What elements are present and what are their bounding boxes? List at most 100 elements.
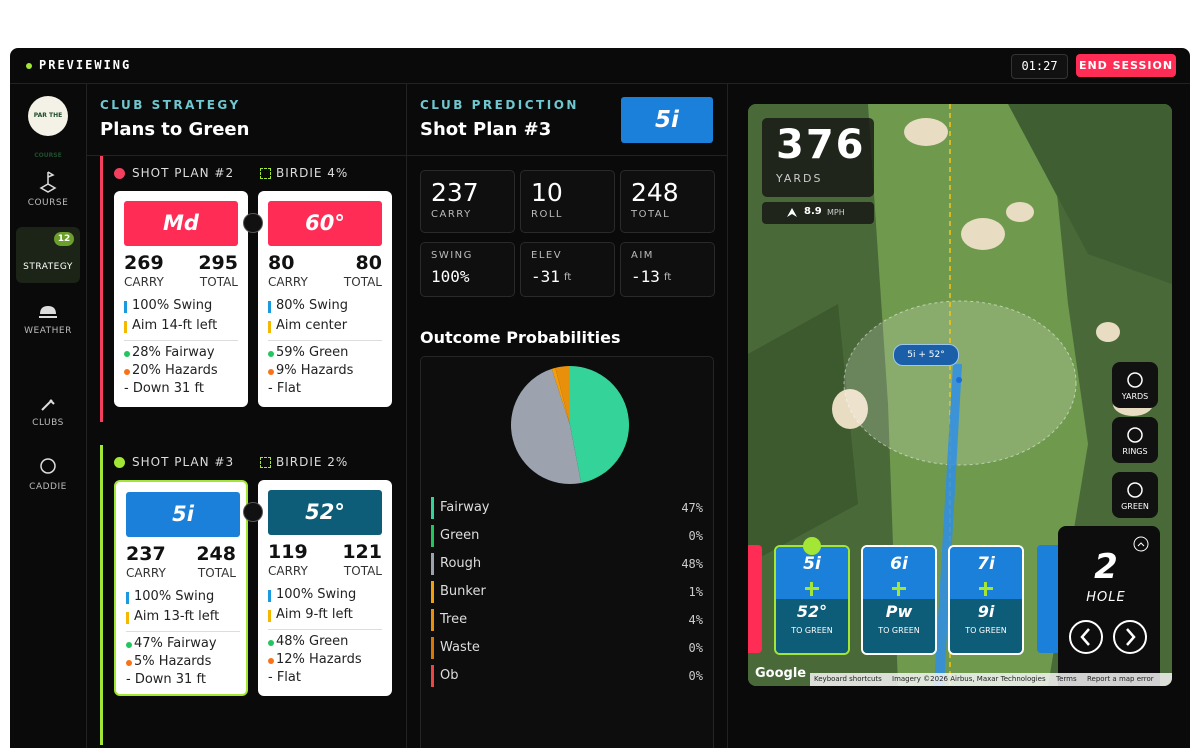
birdie-icon xyxy=(260,457,271,468)
outcome-name: Tree xyxy=(440,612,468,627)
stat-label: SWING xyxy=(431,250,473,261)
section-title: Shot Plan #3 xyxy=(420,119,552,140)
club-card[interactable]: 6i Pw TO GREEN xyxy=(861,545,937,655)
fairway: 59% Green xyxy=(276,345,349,360)
section-eyebrow: CLUB STRATEGY xyxy=(100,98,241,112)
club-bottom xyxy=(950,599,1022,653)
map-footer-link[interactable]: Keyboard shortcuts xyxy=(814,675,882,683)
stat-value: 100% xyxy=(431,267,470,286)
distance-box xyxy=(762,118,874,197)
club-second: 52° xyxy=(796,602,828,621)
stat-label: TOTAL xyxy=(631,209,671,220)
map-button[interactable]: GREEN xyxy=(1112,472,1158,518)
nav-label[interactable]: CADDIE xyxy=(29,482,67,492)
total: 248 xyxy=(196,543,236,565)
outcome-value: 47% xyxy=(681,501,703,515)
icon xyxy=(1127,372,1143,388)
club-bottom xyxy=(863,599,935,653)
logo[interactable]: PAR THE COURSE xyxy=(28,96,68,159)
divider xyxy=(126,631,240,632)
outcome-bar xyxy=(431,637,434,659)
outcome-name: Waste xyxy=(440,640,480,655)
divider xyxy=(727,83,728,748)
app: PREVIEWING 01:27 END SESSION PAR THE COU… xyxy=(10,48,1190,748)
slope: - Flat xyxy=(268,381,301,396)
total: 80 xyxy=(355,252,382,274)
slope: - Down 31 ft xyxy=(126,672,206,687)
shot-card[interactable]: Md 269 CARRY 295 TOTAL 100% Swing Aim 14-ft le… xyxy=(114,191,248,407)
stat-box xyxy=(520,242,615,297)
icon xyxy=(1127,427,1143,443)
wind-arrow xyxy=(787,208,797,217)
stat-box xyxy=(620,242,715,297)
carry-label: CARRY xyxy=(124,275,164,289)
stat-box xyxy=(420,170,515,233)
plan-name: SHOT PLAN #2 xyxy=(132,166,235,180)
birdie-icon xyxy=(260,168,271,179)
section-eyebrow: CLUB PREDICTION xyxy=(420,98,579,112)
swing-bar xyxy=(124,301,127,313)
section-title: Plans to Green xyxy=(100,119,250,140)
outcome-value: 0% xyxy=(688,641,703,655)
outcome-value: 0% xyxy=(688,529,703,543)
divider xyxy=(268,340,382,341)
wind-unit: MPH xyxy=(827,208,845,217)
club-note: TO GREEN xyxy=(791,626,833,635)
map-button[interactable]: RINGS xyxy=(1112,417,1158,463)
club: 60° xyxy=(268,201,382,246)
selected-badge xyxy=(803,537,821,555)
divider xyxy=(10,83,1190,84)
map-brand: Google xyxy=(755,666,807,681)
map-footer-link[interactable]: Report a map error xyxy=(1087,675,1154,683)
club-card[interactable]: 7i 9i TO GREEN xyxy=(948,545,1024,655)
club-button[interactable]: 5i xyxy=(621,97,713,143)
carry: 80 xyxy=(268,252,295,274)
nav-badge: 12 xyxy=(54,232,74,246)
carry-label: CARRY xyxy=(268,275,308,289)
map-footer-link[interactable]: Terms xyxy=(1056,675,1077,683)
plus xyxy=(984,582,987,596)
pie-slice xyxy=(570,366,630,483)
outcomes-title: Outcome Probabilities xyxy=(420,328,621,347)
stat-box xyxy=(420,242,515,297)
hazards: 20% Hazards xyxy=(132,363,218,378)
club-card-partial xyxy=(1037,545,1059,653)
nav-icons xyxy=(40,399,56,474)
club-first: 7i xyxy=(977,554,995,574)
shot-card[interactable]: 52° 119 CARRY 121 TOTAL 100% Swing Aim 9-ft le… xyxy=(258,480,392,696)
carry: 237 xyxy=(126,543,166,565)
outcome-name: Ob xyxy=(440,668,459,683)
shot-card[interactable]: 60° 80 CARRY 80 TOTAL 80% Swing Aim center 59% … xyxy=(258,191,392,407)
swing-bar xyxy=(126,592,129,604)
pie-slice xyxy=(510,368,582,484)
total-label: TOTAL xyxy=(197,566,236,580)
button-icon xyxy=(1127,372,1143,388)
shot-card[interactable]: 5i 237 CARRY 248 TOTAL 100% Swing Aim 13-ft le… xyxy=(114,480,248,696)
divider xyxy=(86,83,87,748)
map-button[interactable]: YARDS xyxy=(1112,362,1158,408)
aim: Aim 14-ft left xyxy=(132,318,218,333)
divider xyxy=(406,83,407,748)
end-session-button[interactable]: END SESSION xyxy=(1076,54,1176,77)
stat-label: ROLL xyxy=(531,209,563,220)
plus-icon xyxy=(243,502,263,522)
club: 5i xyxy=(126,492,240,537)
stat-value: 237 xyxy=(431,178,479,207)
stat-unit: ft xyxy=(664,272,672,283)
button-label: RINGS xyxy=(1122,447,1148,456)
aim: Aim center xyxy=(276,318,348,333)
outcome-bar xyxy=(431,553,434,575)
nav-label[interactable]: CLUBS xyxy=(32,418,64,428)
outcome-name: Rough xyxy=(440,556,482,571)
hole-controls[interactable] xyxy=(1058,526,1160,686)
club-card[interactable]: 5i 52° TO GREEN xyxy=(774,545,850,655)
nav-label[interactable]: WEATHER xyxy=(24,326,72,336)
club-note: TO GREEN xyxy=(965,626,1007,635)
nav-label[interactable]: COURSE xyxy=(27,198,69,208)
map[interactable]: 376 YARDS 8.9 MPH 5i + 52° YARDS RINGS GRE… xyxy=(748,104,1172,686)
map-footer-link[interactable]: Imagery ©2026 Airbus, Maxar Technologies xyxy=(892,675,1046,683)
plan-icon xyxy=(114,168,125,179)
carry-label: CARRY xyxy=(126,566,166,580)
aim: Aim 13-ft left xyxy=(134,609,220,624)
nav-label[interactable]: STRATEGY xyxy=(23,262,73,272)
